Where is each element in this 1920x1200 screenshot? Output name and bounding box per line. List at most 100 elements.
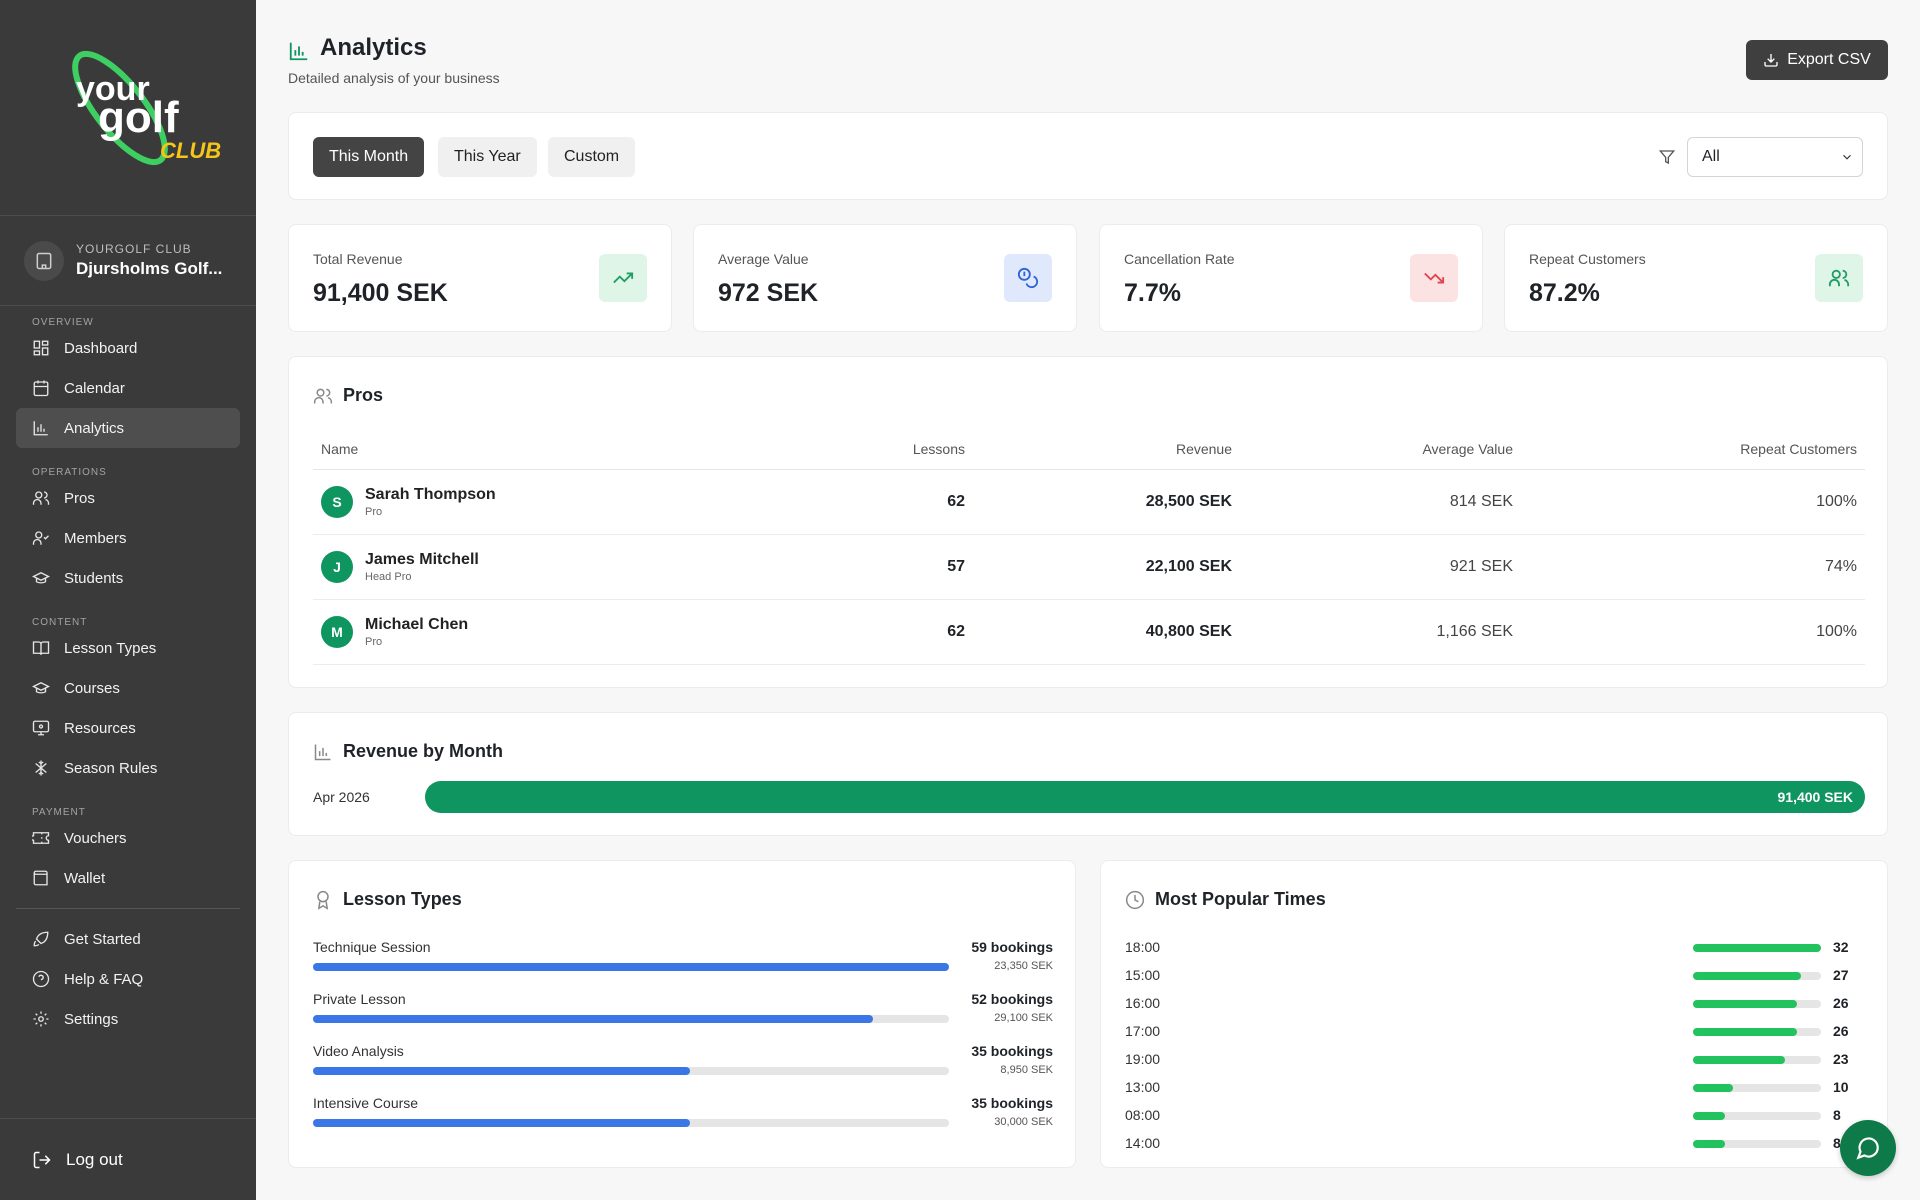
filter-select[interactable]: All xyxy=(1687,137,1863,177)
cell-average-value: 814 SEK xyxy=(1240,469,1521,535)
help-circle-icon xyxy=(32,970,50,988)
lesson-types-title-label: Lesson Types xyxy=(343,889,462,909)
sidebar-item-vouchers[interactable]: Vouchers xyxy=(16,818,240,858)
logo[interactable]: your golf CLUB xyxy=(0,0,256,216)
coins-icon xyxy=(1004,254,1052,302)
col-repeat-customers[interactable]: Repeat Customers xyxy=(1521,429,1865,470)
tab-this-month[interactable]: This Month xyxy=(313,137,425,177)
popular-time-count: 8 xyxy=(1833,1135,1841,1151)
page-subtitle: Detailed analysis of your business xyxy=(288,70,500,86)
kpi-value: 87.2% xyxy=(1529,279,1600,307)
revenue-title-label: Revenue by Month xyxy=(343,741,504,761)
sidebar-item-label: Pros xyxy=(64,489,95,507)
revenue-bar: 91,400 SEK xyxy=(425,781,1865,813)
popular-time-count: 32 xyxy=(1833,939,1849,955)
sidebar-item-label: Students xyxy=(64,569,124,587)
cell-repeat-customers: 100% xyxy=(1521,469,1865,535)
sidebar-item-help[interactable]: Help & FAQ xyxy=(16,959,240,999)
club-switcher[interactable]: YOURGOLF CLUB Djursholms Golf... xyxy=(0,216,256,306)
filter-bar: This Month This Year Custom All xyxy=(288,112,1888,200)
export-csv-button[interactable]: Export CSV xyxy=(1746,40,1888,80)
graduation-cap-icon xyxy=(32,571,50,584)
sidebar-item-calendar[interactable]: Calendar xyxy=(16,368,240,408)
pros-table: Name Lessons Revenue Average Value Repea… xyxy=(313,429,1865,665)
popular-time-label: 17:00 xyxy=(1125,1023,1161,1039)
popular-time-row: 14:00 8 xyxy=(1125,1133,1865,1157)
cell-repeat-customers: 74% xyxy=(1521,534,1865,600)
popular-time-label: 18:00 xyxy=(1125,939,1161,955)
avatar: M xyxy=(321,615,353,648)
pros-title-label: Pros xyxy=(343,385,384,405)
popular-time-row: 16:00 26 xyxy=(1125,993,1865,1017)
sidebar-item-wallet[interactable]: Wallet xyxy=(16,858,240,898)
sidebar-item-analytics[interactable]: Analytics xyxy=(16,408,240,448)
sidebar-item-pros[interactable]: Pros xyxy=(16,478,240,518)
sidebar-item-students[interactable]: Students xyxy=(16,558,240,598)
col-revenue[interactable]: Revenue xyxy=(973,429,1240,470)
sidebar-item-label: Vouchers xyxy=(64,829,127,847)
sidebar-item-lesson-types[interactable]: Lesson Types xyxy=(16,628,240,668)
col-name[interactable]: Name xyxy=(313,429,873,470)
bar-chart-icon xyxy=(289,42,308,61)
export-label: Export CSV xyxy=(1787,51,1871,68)
sidebar-item-label: Resources xyxy=(64,719,136,737)
kpi-total-revenue: Total Revenue 91,400 SEK xyxy=(288,224,672,332)
nav-divider xyxy=(16,908,240,909)
sidebar-item-dashboard[interactable]: Dashboard xyxy=(16,328,240,368)
trending-down-icon xyxy=(1410,254,1458,302)
sidebar-item-members[interactable]: Members xyxy=(16,518,240,558)
sidebar-item-courses[interactable]: Courses xyxy=(16,668,240,708)
cell-lessons: 62 xyxy=(873,599,973,665)
popular-time-row: 08:00 8 xyxy=(1125,1105,1865,1129)
rocket-icon xyxy=(33,931,49,947)
sidebar-item-get-started[interactable]: Get Started xyxy=(16,919,240,959)
col-average-value[interactable]: Average Value xyxy=(1240,429,1521,470)
popular-time-count: 8 xyxy=(1833,1107,1841,1123)
pros-title: Pros xyxy=(313,385,383,406)
club-name: Djursholms Golf... xyxy=(76,259,223,278)
kpi-label: Total Revenue xyxy=(313,251,403,267)
table-header-row: Name Lessons Revenue Average Value Repea… xyxy=(313,429,1865,470)
table-row[interactable]: M Michael Chen Pro 62 40,800 SEK 1,166 SEK… xyxy=(313,599,1865,665)
download-icon xyxy=(1764,54,1778,67)
sidebar-item-season-rules[interactable]: Season Rules xyxy=(16,748,240,788)
table-row[interactable]: J James Mitchell Head Pro 57 22,100 SEK 92… xyxy=(313,534,1865,600)
kpi-value: 972 SEK xyxy=(718,279,819,307)
filter-select-value: All xyxy=(1702,148,1720,165)
filter-icon xyxy=(1659,150,1675,165)
table-row[interactable]: S Sarah Thompson Pro 62 28,500 SEK 814 SEK… xyxy=(313,469,1865,535)
popular-time-bar-track xyxy=(1693,1028,1821,1036)
popular-time-row: 18:00 32 xyxy=(1125,937,1865,961)
lesson-type-bar xyxy=(313,1067,691,1075)
pro-role: Pro xyxy=(365,635,383,648)
logout-button[interactable]: Log out xyxy=(0,1118,256,1200)
sidebar-item-label: Courses xyxy=(64,679,120,697)
sidebar-item-resources[interactable]: Resources xyxy=(16,708,240,748)
tab-custom[interactable]: Custom xyxy=(548,137,636,177)
lesson-type-row: Video Analysis 35 bookings 8,950 SEK xyxy=(313,1043,1053,1095)
revenue-bar-value: 91,400 SEK xyxy=(1777,789,1854,805)
wallet-icon xyxy=(33,870,48,886)
users-icon xyxy=(313,388,333,403)
sidebar-item-label: Get Started xyxy=(64,930,141,948)
sidebar-item-settings[interactable]: Settings xyxy=(16,999,240,1039)
popular-time-bar-track xyxy=(1693,1112,1821,1120)
monitor-icon xyxy=(32,720,50,736)
cell-average-value: 1,166 SEK xyxy=(1240,599,1521,665)
lesson-type-bar-track xyxy=(313,1067,949,1075)
popular-time-bar-track xyxy=(1693,972,1821,980)
col-lessons[interactable]: Lessons xyxy=(873,429,973,470)
yourgolf-club-logo: your golf CLUB xyxy=(72,50,221,166)
lesson-types-card: Lesson Types Technique Session 59 booking… xyxy=(288,860,1076,1168)
chat-button[interactable] xyxy=(1840,1120,1896,1176)
tab-this-year[interactable]: This Year xyxy=(438,137,537,177)
sidebar-item-label: Analytics xyxy=(64,419,125,437)
cell-revenue: 40,800 SEK xyxy=(973,599,1240,665)
revenue-month-label: Apr 2026 xyxy=(313,789,370,805)
revenue-bar-track: 91,400 SEK xyxy=(425,781,1865,813)
sidebar-item-label: Members xyxy=(64,529,127,547)
avatar: S xyxy=(321,485,353,518)
kpi-value: 7.7% xyxy=(1124,279,1181,307)
pro-name: James Mitchell xyxy=(365,550,479,568)
lesson-type-row: Intensive Course 35 bookings 30,000 SEK xyxy=(313,1095,1053,1147)
